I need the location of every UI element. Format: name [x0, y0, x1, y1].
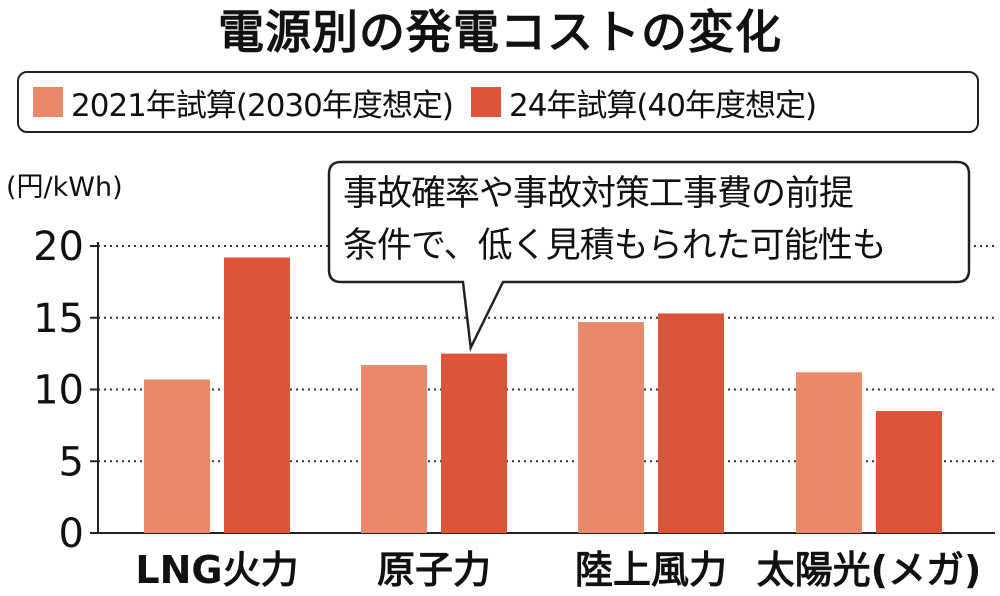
bar-2021-2	[578, 322, 644, 533]
legend: 2021年試算(2030年度想定) 24年試算(40年度想定)	[17, 71, 979, 133]
bar-2024-2	[658, 313, 724, 533]
legend-label-2021: 2021年試算(2030年度想定)	[71, 87, 454, 124]
legend-swatch-2021	[33, 87, 63, 117]
annotation-callout-box	[327, 160, 971, 352]
bar-2024-1	[441, 353, 507, 533]
bars	[144, 257, 942, 533]
bar-2021-3	[796, 372, 862, 533]
x-tick-labels: LNG火力 原子力 陸上風力 太陽光(メガ)	[135, 548, 981, 592]
x-tick-label: LNG火力	[135, 548, 298, 592]
bar-2024-3	[876, 411, 942, 533]
bar-2024-0	[224, 257, 290, 533]
bar-2021-0	[144, 379, 210, 533]
y-tick-label: 15	[33, 296, 84, 342]
legend-swatch-2024	[470, 87, 501, 117]
legend-label-2024: 24年試算(40年度想定)	[508, 87, 817, 124]
annotation-line-1: 事故確率や事故対策工事費の前提	[343, 174, 854, 214]
bar-2021-1	[361, 365, 427, 533]
y-tick-label: 10	[33, 368, 84, 414]
chart-title: 電源別の発電コストの変化	[218, 5, 782, 59]
y-tick-labels: 0 5 10 15 20	[33, 224, 84, 557]
y-axis-label: (円/kWh)	[6, 172, 123, 203]
annotation-text: 事故確率や事故対策工事費の前提 条件で、低く見積もられた可能性も	[329, 162, 969, 282]
x-tick-label: 原子力	[377, 548, 491, 592]
annotation-line-2: 条件で、低く見積もられた可能性も	[343, 226, 887, 266]
y-tick-label: 5	[59, 439, 84, 485]
y-tick-label: 20	[33, 224, 84, 270]
x-tick-label: 太陽光(メガ)	[757, 548, 982, 592]
legend-item-2024: 24年試算(40年度想定)	[470, 80, 817, 125]
annotation-callout-shape	[327, 160, 971, 352]
x-tick-label: 陸上風力	[575, 548, 727, 592]
legend-item-2021: 2021年試算(2030年度想定)	[33, 80, 454, 125]
y-tick-label: 0	[59, 511, 84, 557]
